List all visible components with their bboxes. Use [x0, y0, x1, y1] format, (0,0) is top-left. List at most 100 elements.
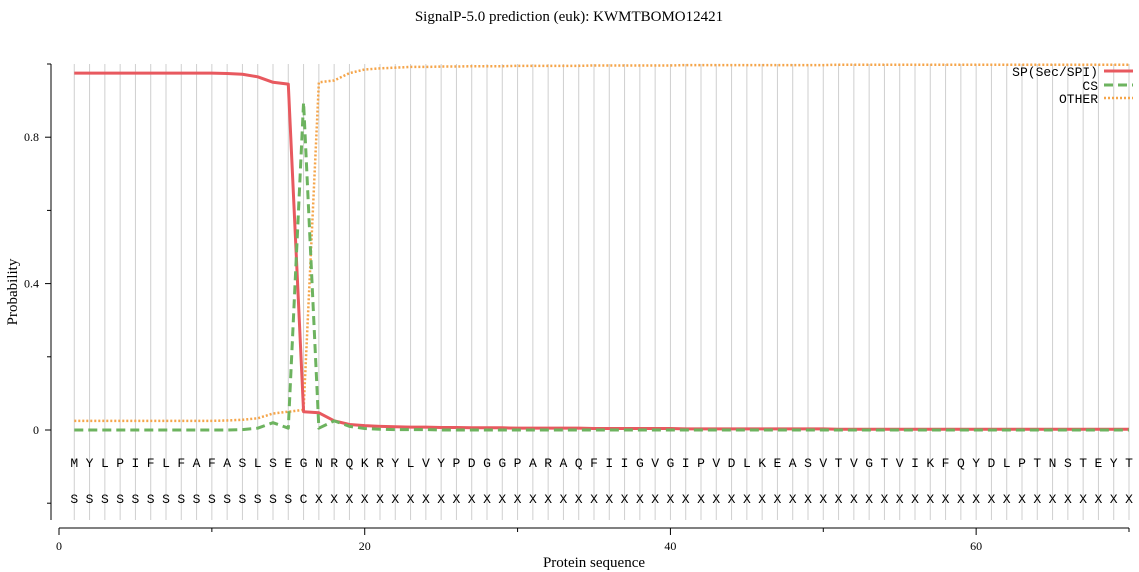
annotation-letter: X [407, 492, 415, 507]
annotation-letter: X [942, 492, 950, 507]
residue-letter: S [804, 456, 812, 471]
residue-letter: T [1125, 456, 1133, 471]
annotation-letter: X [957, 492, 965, 507]
residue-letter: K [361, 456, 369, 471]
annotation-letter: X [437, 492, 445, 507]
residue-letter: Y [437, 456, 445, 471]
annotation-letter: X [590, 492, 598, 507]
residue-letter: Y [972, 456, 980, 471]
residue-letter: E [284, 456, 292, 471]
residue-letter: Y [1110, 456, 1118, 471]
annotation-letter: X [1110, 492, 1118, 507]
residue-letter: V [819, 456, 827, 471]
annotation-letter: X [1033, 492, 1041, 507]
legend-label: CS [1082, 79, 1098, 94]
residue-letter: I [911, 456, 919, 471]
annotation-letter: X [697, 492, 705, 507]
annotation-letter: X [1003, 492, 1011, 507]
annotation-letter: X [651, 492, 659, 507]
residue-letter: Y [86, 456, 94, 471]
annotation-letter: X [682, 492, 690, 507]
residue-letter: G [636, 456, 644, 471]
annotation-letter: X [575, 492, 583, 507]
residue-letter: R [376, 456, 384, 471]
residue-letter: L [254, 456, 262, 471]
residue-letter: L [1003, 456, 1011, 471]
residue-letter: F [942, 456, 950, 471]
annotation-letter: X [315, 492, 323, 507]
residue-letter: G [483, 456, 491, 471]
annotation-letter: S [177, 492, 185, 507]
residue-letter: S [1064, 456, 1072, 471]
axes: 0 0.4 0.8 0 20 40 60 [24, 63, 1130, 553]
legend-label: OTHER [1059, 92, 1098, 107]
residue-letter: V [651, 456, 659, 471]
residue-letter: E [774, 456, 782, 471]
residue-letter: V [422, 456, 430, 471]
x-tick-label: 0 [56, 539, 62, 553]
annotation-letter: C [300, 492, 308, 507]
annotation-letter: X [667, 492, 675, 507]
annotation-letter: X [1049, 492, 1057, 507]
annotation-letter: X [560, 492, 568, 507]
residue-letter: A [529, 456, 537, 471]
annotation-letter: S [70, 492, 78, 507]
annotation-letter: X [376, 492, 384, 507]
annotation-letter: X [483, 492, 491, 507]
annotation-letter: X [804, 492, 812, 507]
annotation-letter: S [162, 492, 170, 507]
residue-letter: Q [575, 456, 583, 471]
residue-letter: I [682, 456, 690, 471]
residue-letter: V [850, 456, 858, 471]
x-tick-label: 60 [970, 539, 982, 553]
residue-letter: L [743, 456, 751, 471]
residue-letter: P [1018, 456, 1026, 471]
residue-letter: P [514, 456, 522, 471]
residue-letter: P [697, 456, 705, 471]
annotation-letter: S [193, 492, 201, 507]
residue-letter: N [315, 456, 323, 471]
residue-letter: Q [346, 456, 354, 471]
residue-letter: P [116, 456, 124, 471]
annotation-letter: X [972, 492, 980, 507]
residue-letter: I [605, 456, 613, 471]
annotation-letter: X [453, 492, 461, 507]
annotation-letter: X [498, 492, 506, 507]
residue-letter: T [1033, 456, 1041, 471]
annotation-letter: S [147, 492, 155, 507]
annotation-letter: X [621, 492, 629, 507]
series-lines [74, 63, 1129, 432]
annotation-letter: X [1125, 492, 1133, 507]
annotation-letter: S [116, 492, 124, 507]
residue-letter: L [162, 456, 170, 471]
residue-letter: S [239, 456, 247, 471]
annotation-letter: X [911, 492, 919, 507]
annotation-letter: X [391, 492, 399, 507]
annotation-letter: X [712, 492, 720, 507]
annotation-letter: X [988, 492, 996, 507]
residue-letter: F [208, 456, 216, 471]
annotation-letter: X [881, 492, 889, 507]
residue-letter: G [300, 456, 308, 471]
annotation-letter: X [544, 492, 552, 507]
legend-label: SP(Sec/SPI) [1012, 65, 1098, 80]
residue-letter: A [193, 456, 201, 471]
annotation-letter: S [86, 492, 94, 507]
x-tick-label: 20 [359, 539, 371, 553]
residue-letter: F [177, 456, 185, 471]
residue-letter: G [865, 456, 873, 471]
residue-letter: K [926, 456, 934, 471]
residue-letter: T [1079, 456, 1087, 471]
residue-letter: L [407, 456, 415, 471]
grid-lines [73, 64, 1130, 520]
residue-letter: F [147, 456, 155, 471]
series-line-sp-sec-spi [74, 71, 1129, 431]
annotation-letter: X [1095, 492, 1103, 507]
residue-letter: D [728, 456, 736, 471]
annotation-letter: X [1064, 492, 1072, 507]
annotation-letter: X [774, 492, 782, 507]
annotation-letter: X [468, 492, 476, 507]
